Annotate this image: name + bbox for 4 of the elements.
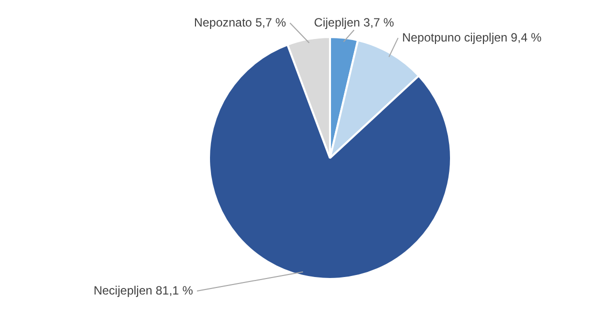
slice-label: Cijepljen 3,7 % [314, 15, 394, 30]
slice-label: Necijepljen 81,1 % [94, 283, 194, 298]
slice-label: Nepoznato 5,7 % [194, 15, 286, 30]
slice-label: Nepotpuno cijepljen 9,4 % [402, 30, 542, 44]
